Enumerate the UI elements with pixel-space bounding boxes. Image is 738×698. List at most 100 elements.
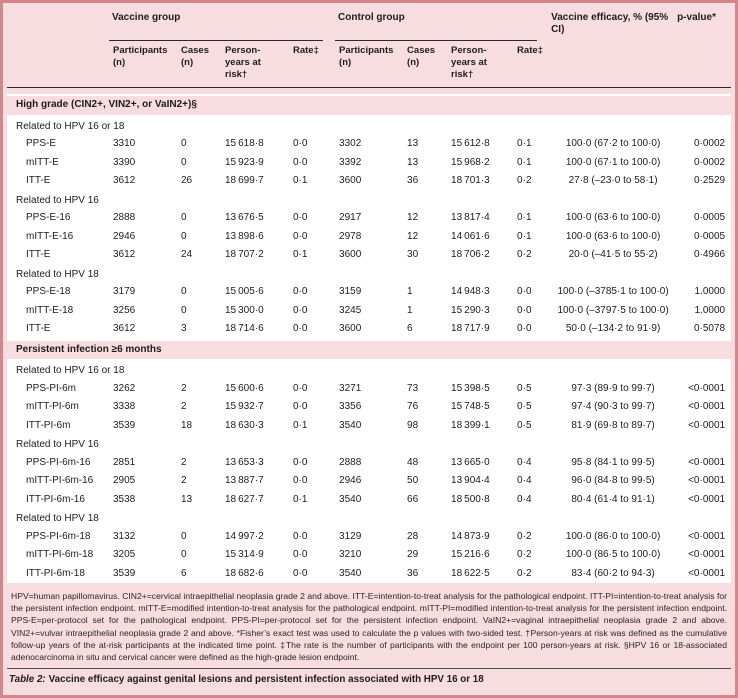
value-cell: 18 682·6 [219, 564, 287, 583]
row-label: ITT-E [7, 246, 107, 265]
row-label: mITT-PI-6m [7, 398, 107, 417]
value-cell: 100·0 (63·6 to 100·0) [549, 227, 678, 246]
value-cell: 0·5078 [677, 320, 732, 340]
row-label: ITT-PI-6m-18 [7, 564, 107, 583]
value-cell: 24 [175, 246, 219, 265]
value-cell: 26 [175, 172, 219, 191]
value-cell: 18 717·9 [445, 320, 512, 340]
value-cell: 13 887·7 [219, 472, 287, 491]
vaccine-cases-header: Cases (n) [175, 41, 219, 88]
control-group-header: Control group [333, 9, 549, 41]
value-cell: 0·2 [511, 172, 550, 191]
value-cell: 2 [175, 398, 219, 417]
value-cell: 98 [401, 416, 446, 435]
footnotes: HPV=human papillomavirus. CIN2+=cervical… [11, 591, 727, 663]
value-cell: 0·0 [287, 135, 334, 154]
value-cell: 13 [401, 135, 446, 154]
value-cell: 0·0 [287, 320, 334, 340]
value-cell: 14 948·3 [445, 283, 512, 302]
value-cell: 50·0 (–134·2 to 91·9) [549, 320, 678, 340]
value-cell: 73 [401, 379, 446, 398]
value-cell: 27·8 (–23·0 to 58·1) [549, 172, 678, 191]
value-cell: 0·0 [287, 453, 334, 472]
row-label: ITT-E [7, 320, 107, 340]
table-row: PPS-E-16 2888 0 13 676·5 0·0 2917 12 13 817·4 0·… [7, 209, 732, 228]
value-cell: 0·4966 [677, 246, 732, 265]
table-row: PPS-E 3310 0 15 618·8 0·0 3302 13 15 612·8 0·1 10… [7, 135, 732, 154]
table-row: PPS-PI-6m-18 3132 0 14 997·2 0·0 3129 28 14 873… [7, 527, 732, 546]
control-participants-header: Participants (n) [333, 41, 402, 88]
efficacy-header: Vaccine efficacy, % (95% CI) [549, 9, 678, 88]
row-label-header [7, 9, 107, 88]
value-cell: 1.0000 [677, 301, 732, 320]
row-label: ITT-PI-6m [7, 416, 107, 435]
value-cell: 14 061·6 [445, 227, 512, 246]
row-label: PPS-PI-6m-16 [7, 453, 107, 472]
value-cell: 0·1 [511, 153, 550, 172]
value-cell: 3302 [333, 135, 402, 154]
value-cell: 3600 [333, 320, 402, 340]
value-cell: 13 653·3 [219, 453, 287, 472]
value-cell: 29 [401, 546, 446, 565]
value-cell: 80·4 (61·4 to 91·1) [549, 490, 678, 509]
value-cell: 0·0 [287, 153, 334, 172]
value-cell: 18 714·6 [219, 320, 287, 340]
value-cell: 0 [175, 546, 219, 565]
table-row: ITT-PI-6m-18 3539 6 18 682·6 0·0 3540 36 18 622… [7, 564, 732, 583]
value-cell: <0·0001 [677, 398, 732, 417]
value-cell: 3356 [333, 398, 402, 417]
value-cell: 15 290·3 [445, 301, 512, 320]
row-label: PPS-PI-6m-18 [7, 527, 107, 546]
value-cell: 2946 [107, 227, 175, 246]
value-cell: 3210 [333, 546, 402, 565]
value-cell: 3129 [333, 527, 402, 546]
table-row: mITT-E 3390 0 15 923·9 0·0 3392 13 15 968·2 0·1 1… [7, 153, 732, 172]
vaccine-rate-header: Rate‡ [287, 41, 334, 88]
value-cell: 15 923·9 [219, 153, 287, 172]
control-rate-header: Rate‡ [511, 41, 550, 88]
value-cell: 18 630·3 [219, 416, 287, 435]
value-cell: 0·5 [511, 416, 550, 435]
value-cell: 14 873·9 [445, 527, 512, 546]
value-cell: 2905 [107, 472, 175, 491]
row-label: PPS-E [7, 135, 107, 154]
value-cell: 3310 [107, 135, 175, 154]
row-label: PPS-PI-6m [7, 379, 107, 398]
value-cell: 3612 [107, 172, 175, 191]
vaccine-efficacy-table: Vaccine group Control group Vaccine effi… [7, 9, 732, 583]
value-cell: 3338 [107, 398, 175, 417]
value-cell: 3540 [333, 564, 402, 583]
value-cell: 6 [401, 320, 446, 340]
value-cell: 13 817·4 [445, 209, 512, 228]
value-cell: 100·0 (–3785·1 to 100·0) [549, 283, 678, 302]
value-cell: 81·9 (69·8 to 89·7) [549, 416, 678, 435]
value-cell: 0·0002 [677, 153, 732, 172]
value-cell: 0 [175, 153, 219, 172]
value-cell: 0·5 [511, 379, 550, 398]
value-cell: 3245 [333, 301, 402, 320]
value-cell: 3390 [107, 153, 175, 172]
value-cell: 97·4 (90·3 to 99·7) [549, 398, 678, 417]
value-cell: 0·0 [287, 564, 334, 583]
value-cell: 18 622·5 [445, 564, 512, 583]
value-cell: 0·4 [511, 453, 550, 472]
value-cell: 2917 [333, 209, 402, 228]
subsection-row: Related to HPV 18 [7, 264, 732, 283]
caption-divider [7, 668, 731, 670]
row-label: mITT-PI-6m-18 [7, 546, 107, 565]
subsection-label: Related to HPV 16 or 18 [7, 360, 732, 380]
subsection-label: Related to HPV 16 [7, 190, 732, 209]
value-cell: 1.0000 [677, 283, 732, 302]
value-cell: <0·0001 [677, 490, 732, 509]
value-cell: 3540 [333, 416, 402, 435]
value-cell: 13 904·4 [445, 472, 512, 491]
value-cell: 3538 [107, 490, 175, 509]
caption-label: Table 2: [9, 674, 46, 686]
table-row: ITT-PI-6m 3539 18 18 630·3 0·1 3540 98 18 399·1… [7, 416, 732, 435]
row-label: mITT-E-18 [7, 301, 107, 320]
value-cell: 0·0 [287, 546, 334, 565]
value-cell: 83·4 (60·2 to 94·3) [549, 564, 678, 583]
value-cell: 0 [175, 283, 219, 302]
value-cell: 3159 [333, 283, 402, 302]
value-cell: 0·0 [287, 301, 334, 320]
